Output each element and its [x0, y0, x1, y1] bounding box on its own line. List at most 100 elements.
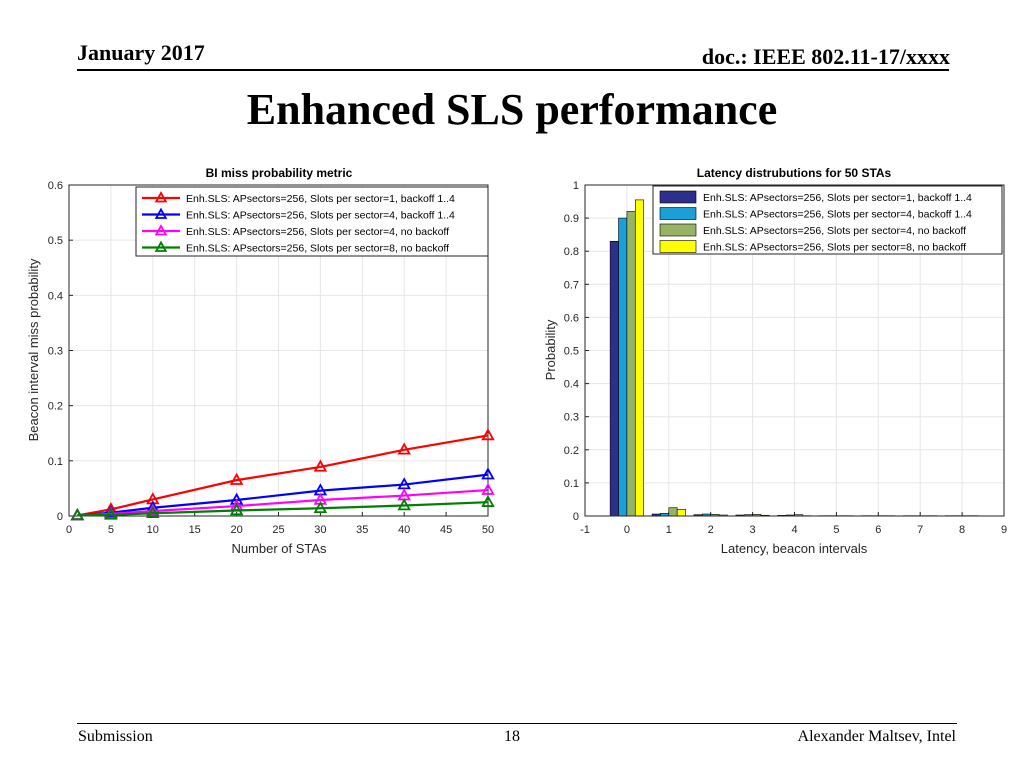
x-tick-label: 7 [917, 524, 923, 536]
x-tick-label: 4 [791, 524, 797, 536]
y-tick-label: 0.6 [564, 312, 579, 324]
data-point-marker [104, 507, 118, 520]
x-tick-label: 9 [1001, 524, 1007, 536]
legend-entry-label: Enh.SLS: APsectors=256, Slots per sector… [186, 210, 455, 222]
y-tick-label: 0.4 [48, 290, 63, 302]
y-tick-labels: 0 0.1 0.2 0.3 0.4 0.5 0.6 [48, 180, 63, 523]
x-tick-label: 45 [440, 524, 452, 536]
y-tick-labels: 0 0.1 0.2 0.3 0.4 0.5 0.6 0.7 0.8 0.9 1 [564, 180, 579, 523]
header-date: January 2017 [77, 40, 205, 65]
y-tick-label: 0 [57, 511, 63, 523]
legend-entry-label: Enh.SLS: APsectors=256, Slots per sector… [186, 193, 455, 205]
y-tick-label: 0.7 [564, 279, 579, 291]
data-point-marker [313, 500, 328, 514]
chart-legend: Enh.SLS: APsectors=256, Slots per sector… [135, 186, 489, 257]
legend-swatch [659, 223, 697, 237]
footer-submission: Submission [78, 728, 153, 745]
bar [609, 240, 619, 517]
chart-legend: Enh.SLS: APsectors=256, Slots per sector… [652, 185, 1003, 255]
data-point-marker [481, 482, 495, 495]
data-point-marker [481, 467, 495, 480]
legend-entry-label: Enh.SLS: APsectors=256, Slots per sector… [703, 242, 966, 254]
footer-author: Alexander Maltsev, Intel [797, 728, 956, 745]
legend-box [652, 185, 1003, 255]
y-tick-label: 0.6 [48, 180, 63, 192]
plot-area [68, 184, 489, 517]
bar [668, 507, 678, 517]
chart-title: BI miss probability metric [206, 166, 353, 180]
chart-series-group [70, 428, 495, 521]
footer-rule [77, 723, 957, 724]
y-tick-label: 0.3 [48, 346, 63, 358]
legend-swatch-marker [154, 207, 168, 219]
legend-entry-label: Enh.SLS: APsectors=256, Slots per sector… [703, 225, 966, 237]
x-tick-label: 30 [314, 524, 326, 536]
y-tick-label: 0.1 [564, 478, 579, 490]
bar [634, 199, 644, 517]
legend-swatch-marker [154, 191, 168, 203]
x-tick-label: 5 [108, 524, 114, 536]
y-tick-label: 0.1 [48, 456, 63, 468]
data-point-marker [397, 498, 411, 511]
legend-swatch-marker [154, 240, 168, 252]
slide-title: Enhanced SLS performance [246, 85, 778, 134]
x-tick-label: 20 [230, 524, 242, 536]
data-point-marker [229, 472, 244, 485]
y-tick-label: 1 [573, 180, 579, 192]
x-tick-label: 25 [272, 524, 284, 536]
x-axis-label: Latency, beacon intervals [721, 541, 868, 556]
x-tick-label: 5 [833, 524, 839, 536]
data-point-marker [146, 503, 160, 516]
x-tick-label: 15 [189, 524, 201, 536]
legend-entry-label: Enh.SLS: APsectors=256, Slots per sector… [186, 243, 449, 255]
data-point-marker [481, 494, 495, 507]
footer-page-number: 18 [504, 728, 520, 745]
x-tick-label: 1 [666, 524, 672, 536]
legend-entry-label: Enh.SLS: APsectors=256, Slots per sector… [703, 192, 972, 204]
x-tick-label: 10 [147, 524, 159, 536]
legend-box [135, 186, 489, 257]
y-tick-label: 0.5 [564, 346, 579, 358]
x-tick-label: 6 [875, 524, 881, 536]
legend-entry-label: Enh.SLS: APsectors=256, Slots per sector… [703, 209, 972, 221]
y-axis-label: Beacon interval miss probability [26, 258, 41, 441]
x-tick-label: 0 [66, 524, 72, 536]
y-tick-label: 0.8 [564, 246, 579, 258]
y-tick-label: 0.4 [564, 379, 579, 391]
data-point-marker [70, 508, 85, 521]
x-tick-label: 50 [482, 524, 494, 536]
bar [626, 211, 636, 517]
y-axis-label: Probability [543, 319, 558, 380]
data-point-marker [481, 428, 495, 441]
x-axis-label: Number of STAs [231, 541, 327, 556]
data-point-marker [146, 505, 160, 518]
legend-swatch [659, 240, 697, 253]
legend-swatch [659, 190, 697, 204]
legend-entry-label: Enh.SLS: APsectors=256, Slots per sector… [186, 226, 449, 238]
header-rule [77, 69, 949, 71]
y-tick-label: 0.2 [564, 445, 579, 457]
x-tick-label: 8 [959, 524, 965, 536]
y-tick-label: 0.2 [48, 401, 63, 413]
x-tick-label: 2 [708, 524, 714, 536]
x-tick-label: 40 [398, 524, 410, 536]
chart-title: Latency distrubutions for 50 STAs [697, 166, 892, 180]
x-tick-label: 0 [624, 524, 630, 536]
x-tick-label: 3 [750, 524, 756, 536]
x-tick-labels: -1 0 1 2 3 4 5 6 7 8 9 [580, 524, 1007, 536]
y-tick-label: 0.5 [48, 235, 63, 247]
x-tick-labels: 0 5 10 15 20 25 30 35 40 45 50 [66, 524, 494, 536]
series-line [77, 501, 489, 517]
y-tick-label: 0.3 [564, 412, 579, 424]
plot-area [584, 184, 1005, 517]
bar [618, 217, 628, 517]
x-tick-label: 35 [356, 524, 368, 536]
legend-swatch [659, 207, 697, 220]
x-tick-label: -1 [580, 524, 590, 536]
data-point-marker [313, 459, 328, 472]
y-tick-label: 0.9 [564, 213, 579, 225]
bar [676, 509, 686, 517]
data-point-marker [229, 503, 244, 516]
